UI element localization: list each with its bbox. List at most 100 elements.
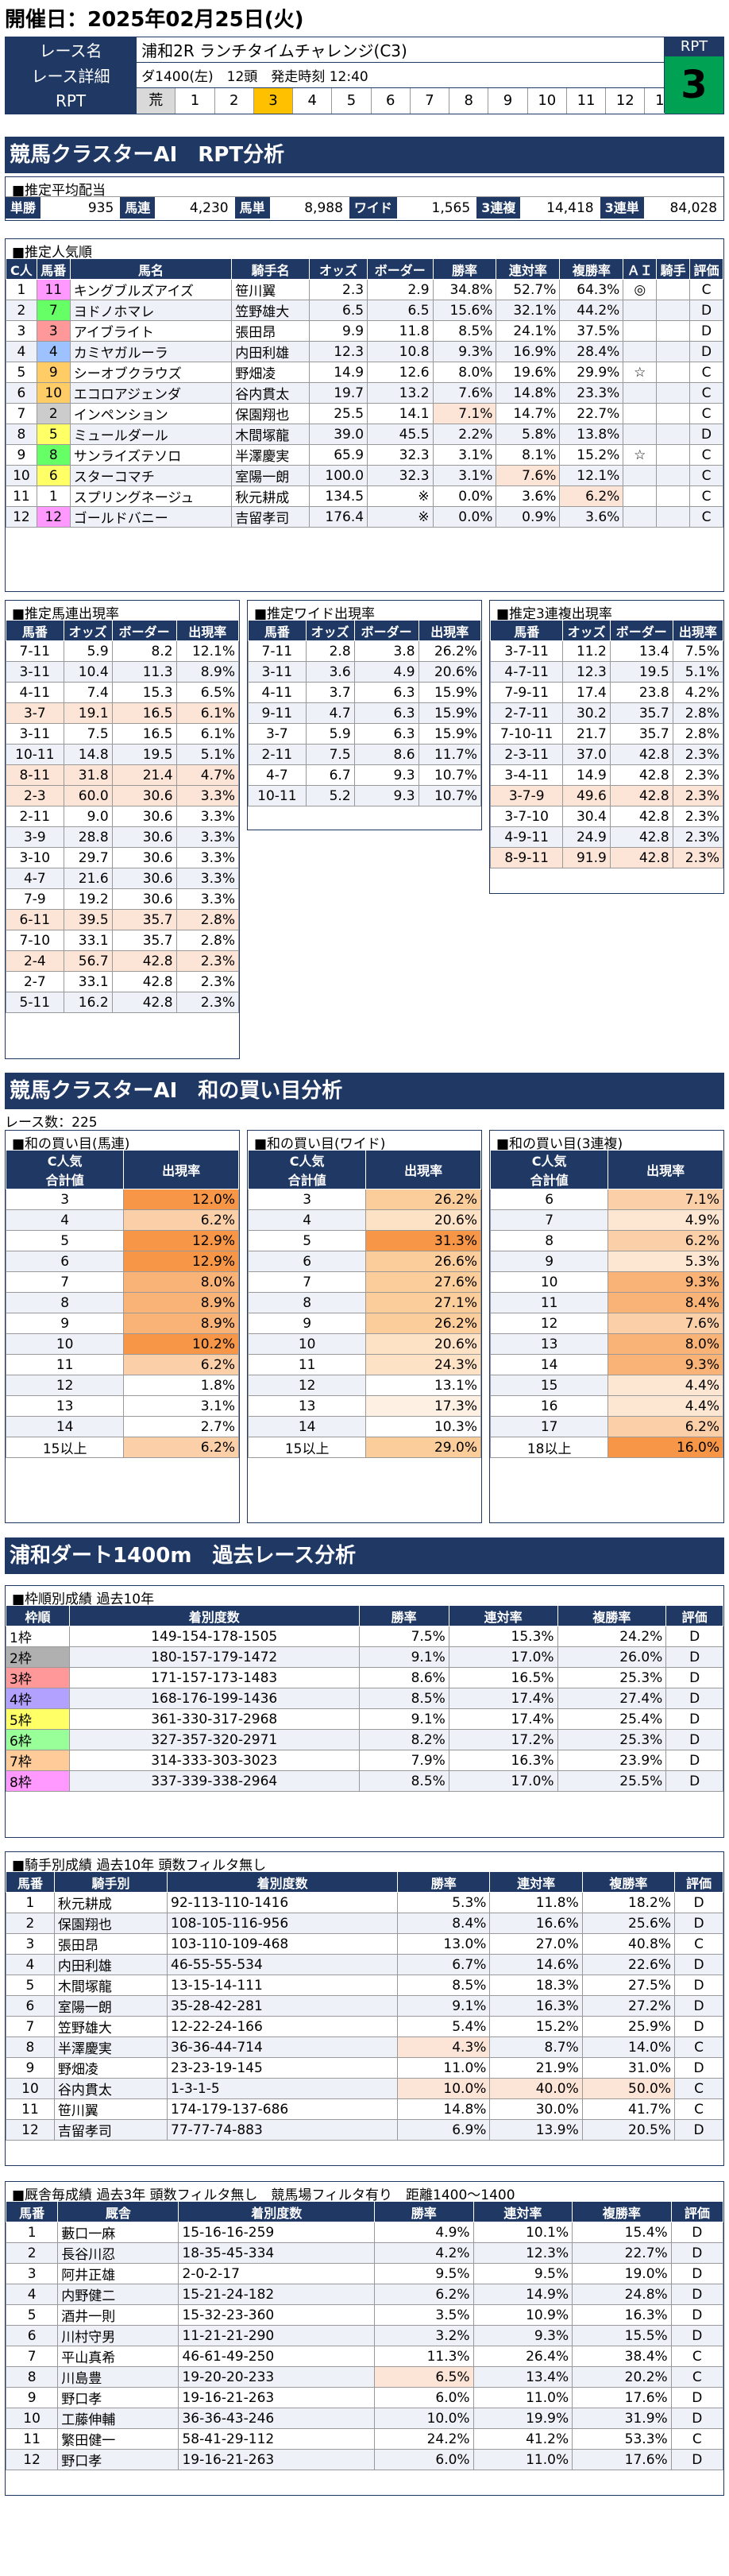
- umaren-panel: ■推定馬連出現率 馬番 オッズ ボーダー 出現率 7-11 5.9 8.2 12.1% 3-11…: [5, 600, 240, 1059]
- column-header: 騎手別: [53, 1871, 168, 1893]
- table-cell: 9.3%: [608, 1271, 723, 1293]
- table-cell: 3.8: [353, 640, 419, 662]
- table-row: 11 1 スプリングネージュ 秋元耕成 134.5 ※ 0.0% 3.6% 6.2% C: [6, 485, 723, 507]
- waku-table: 枠順 着別度数 勝率 連対率 複勝率 評価 1枠 149-154-178-1505 7.5% 15…: [6, 1605, 723, 1792]
- table-cell: 4.2%: [672, 682, 724, 703]
- table-cell: 27.6%: [365, 1271, 481, 1293]
- table-cell: 笹川翼: [231, 279, 310, 300]
- table-row: 1 藪口一麻 15-16-16-259 4.9% 10.1% 15.4% D: [5, 2222, 724, 2243]
- table-cell: 酒井一則: [57, 2304, 179, 2326]
- table-cell: C: [670, 2346, 724, 2367]
- table-cell: 10.9%: [472, 2304, 573, 2326]
- table-cell: 27.4%: [557, 1688, 667, 1709]
- table-cell: 22.7%: [559, 403, 624, 424]
- table-cell: 12.9%: [123, 1230, 239, 1251]
- table-cell: 24.3%: [365, 1354, 481, 1375]
- table-cell: 19-16-21-263: [178, 2387, 376, 2408]
- table-row: 3 3 アイブラ‍イト 張田昂 9.9 11.8 8.5% 24.1% 37.5% D: [6, 320, 723, 342]
- table-cell: [623, 382, 658, 404]
- column-header: 評価: [689, 258, 723, 280]
- table-cell: 6: [247, 1251, 367, 1272]
- table-cell: 5: [5, 1230, 125, 1251]
- table-cell: 7: [6, 2016, 55, 2037]
- table-row: 3-9 28.8 30.6 3.3%: [6, 826, 240, 848]
- table-cell: 11.8: [367, 320, 434, 342]
- table-row: 6 10 エコロアジェンダ 谷内貫太 19.7 13.2 7.6% 14.8% 23.3% C: [6, 382, 723, 404]
- table-cell: 3-11: [6, 661, 64, 683]
- table-row: 7 笠野雄大 12-22-24-166 5.4% 15.2% 25.9% D: [6, 2016, 723, 2037]
- table-cell: 1: [6, 1892, 55, 1913]
- table-cell: [656, 485, 691, 507]
- column-header: ボーダー: [353, 620, 419, 641]
- table-cell: 168-176-199-1436: [68, 1688, 360, 1709]
- table-cell: 秋元耕成: [231, 485, 310, 507]
- table-cell: 2: [6, 300, 37, 321]
- table-cell: 7.5: [305, 744, 355, 765]
- table-row: 11 6.2%: [5, 1354, 239, 1375]
- table-cell: 8.5%: [358, 1770, 449, 1792]
- table-cell: 33.1: [63, 971, 113, 992]
- table-cell: 20.2%: [572, 2366, 672, 2388]
- table-cell: [623, 320, 658, 342]
- table-cell: 20.5%: [581, 2119, 676, 2141]
- table-cell: 12: [247, 1375, 367, 1396]
- column-header: 出現率: [365, 1150, 481, 1189]
- table-row: 12 13.1%: [247, 1375, 481, 1396]
- rpt-cell: 2: [215, 88, 254, 114]
- table-cell: D: [665, 1729, 723, 1750]
- table-cell: 21.6: [63, 868, 113, 889]
- table-cell: 6.3: [353, 702, 419, 724]
- table-cell: C: [689, 485, 723, 507]
- table-row: 7 4.9%: [489, 1209, 723, 1231]
- table-cell: 24.2%: [374, 2428, 474, 2450]
- table-cell: 32.1%: [496, 300, 561, 321]
- table-row: 2-7-11 30.2 35.7 2.8%: [489, 702, 724, 724]
- table-cell: 3.6%: [496, 485, 561, 507]
- column-header: 勝率: [374, 2201, 474, 2222]
- table-row: 6-11 39.5 35.7 2.8%: [6, 909, 240, 930]
- table-cell: 9.3%: [472, 2325, 573, 2346]
- table-cell: 12: [5, 2449, 59, 2470]
- table-row: 3 26.2%: [247, 1189, 481, 1210]
- table-cell: 川島豊: [57, 2366, 179, 2388]
- table-cell: 4: [5, 1209, 125, 1231]
- table-cell: 内田利雄: [231, 341, 310, 362]
- table-cell: 8枠: [6, 1770, 70, 1792]
- table-row: 4枠 168-176-199-1436 8.5% 17.4% 27.4% D: [6, 1688, 723, 1709]
- column-header: 連対率: [489, 1871, 583, 1893]
- table-row: 7-10-11 21.7 35.7 2.8%: [489, 723, 724, 745]
- column-header: ボーダー: [609, 620, 673, 641]
- table-cell: 12.3: [562, 661, 611, 683]
- table-row: 13 17.3%: [247, 1395, 481, 1417]
- table-cell: 19-16-21-263: [178, 2449, 376, 2470]
- column-header: 評価: [674, 1871, 723, 1893]
- table-cell: 18.3%: [489, 1975, 583, 1996]
- table-cell: キングブルズアイズ: [69, 279, 233, 300]
- table-row: 5-11 16.2 42.8 2.3%: [6, 992, 240, 1013]
- table-row: 2-4 56.7 42.8 2.3%: [6, 950, 240, 972]
- table-cell: 11.2: [562, 640, 611, 662]
- table-cell: 6枠: [6, 1729, 70, 1750]
- table-cell: 77-77-74-883: [167, 2119, 399, 2141]
- table-cell: 4-11: [248, 682, 307, 703]
- table-row: 4 内田利雄 46-55-55-534 6.7% 14.6% 22.6% D: [6, 1954, 723, 1975]
- table-cell: 2.3%: [672, 785, 724, 806]
- table-cell: 30.4: [562, 806, 611, 827]
- table-cell: C: [689, 506, 723, 528]
- column-header: 騎手: [656, 258, 691, 280]
- table-cell: 42.8: [609, 806, 673, 827]
- table-cell: 8: [247, 1292, 367, 1313]
- table-cell: 14.0%: [581, 2036, 676, 2058]
- table-cell: 7: [5, 1271, 125, 1293]
- table-cell: 9.3%: [608, 1354, 723, 1375]
- table-cell: [656, 465, 691, 486]
- table-cell: D: [665, 1750, 723, 1771]
- table-row: 3枠 171-157-173-1483 8.6% 16.5% 25.3% D: [6, 1667, 723, 1688]
- table-cell: 14.9: [308, 362, 368, 383]
- header-row: 馬番 厩舎 着別度数 勝率 連対率 複勝率 評価: [5, 2201, 724, 2222]
- rpt-cell: 1: [176, 88, 215, 114]
- table-cell: 50.0%: [581, 2078, 676, 2099]
- table-cell: 29.9%: [559, 362, 624, 383]
- table-cell: 12.6: [367, 362, 434, 383]
- umaren-table: 馬番 オッズ ボーダー 出現率 7-11 5.9 8.2 12.1% 3-11 10.4 11.3 8…: [6, 620, 240, 1013]
